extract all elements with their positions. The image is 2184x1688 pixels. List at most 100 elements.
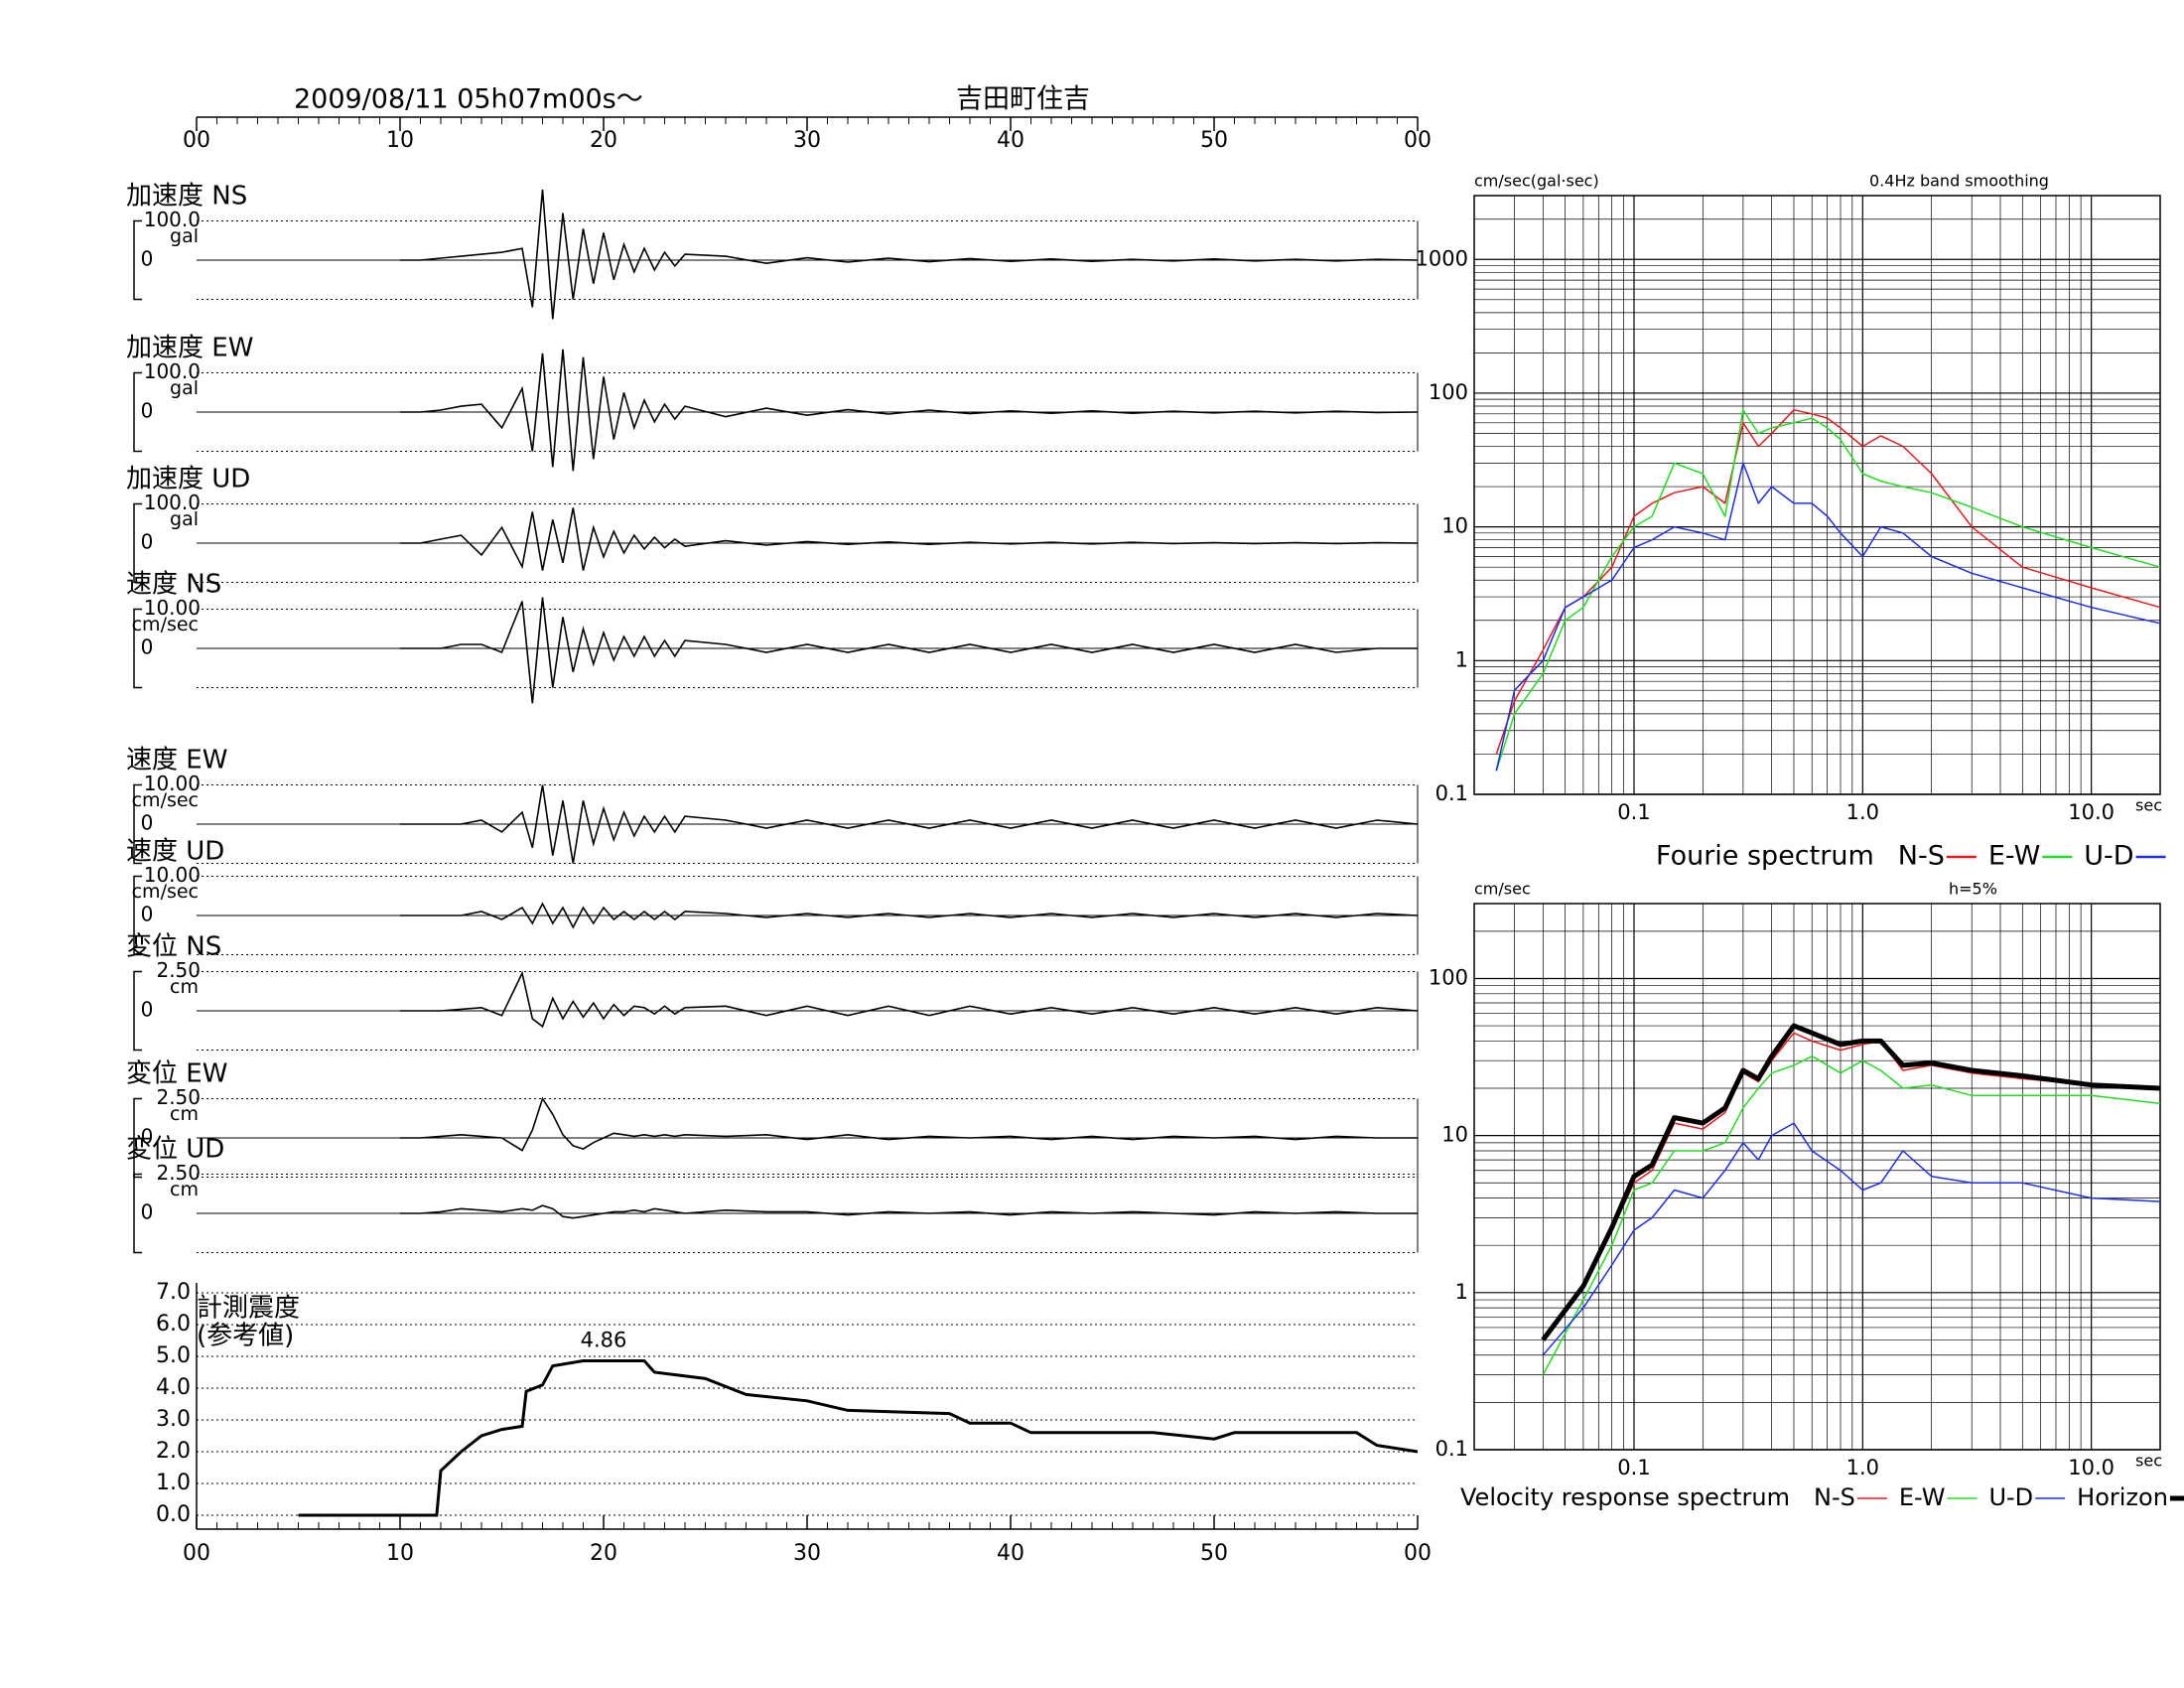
plot-frame [1473, 903, 2161, 1451]
x-tick-label: 10 [386, 1541, 414, 1566]
waveform [400, 1096, 1418, 1152]
y-tick-label: 10.00 [144, 596, 201, 620]
legend-label: U-D [1988, 1483, 2033, 1511]
chart-title: 計測震度 [197, 1294, 300, 1324]
y-tick-label: 0 [141, 247, 154, 271]
x-tick-label: 10 [386, 128, 414, 153]
y-tick-label: 100.0 [144, 208, 201, 231]
x-tick-label: 1.0 [1846, 1456, 1879, 1479]
spectrum-line [1541, 1023, 2161, 1341]
x-tick-label: 40 [997, 1541, 1024, 1566]
x-axis-label: sec [2135, 1452, 2162, 1471]
note: h=5% [1949, 880, 1997, 899]
waveform [400, 507, 1419, 571]
spectrum-line [1495, 409, 2161, 772]
bracket [133, 875, 142, 956]
y-tick-label: 0 [141, 1125, 154, 1149]
y-tick-label: 100.0 [144, 359, 201, 383]
y-axis-label: cm/sec [1474, 880, 1531, 899]
legend-label: Horizon [2077, 1483, 2168, 1511]
y-tick-label: 5.0 [156, 1343, 191, 1368]
x-tick-label: 10.0 [2068, 800, 2115, 824]
x-tick-label: 00 [1404, 128, 1432, 153]
x-tick-label: 0.1 [1617, 1456, 1650, 1479]
waveform [400, 970, 1419, 1029]
y-tick-label: 4.0 [156, 1375, 191, 1400]
y-tick-label: 10.00 [144, 863, 201, 887]
legend-title: Fourie spectrum [1656, 841, 1874, 872]
y-tick-label: 0 [141, 1200, 154, 1224]
y-tick-label: 2.50 [156, 958, 201, 982]
legend-label: E-W [1899, 1483, 1946, 1511]
y-tick-label: 7.0 [156, 1280, 191, 1305]
y-tick-label: 0 [141, 635, 154, 659]
trace-label: 加速度 EW [126, 334, 253, 363]
waveform [400, 349, 1419, 472]
y-tick-label: 3.0 [156, 1407, 191, 1432]
spectrum-line [1495, 409, 2161, 755]
unit-label: cm [170, 1103, 199, 1125]
y-tick-label: 100 [1429, 965, 1468, 989]
y-tick-label: 1 [1455, 647, 1468, 671]
trace-label: 加速度 UD [126, 465, 250, 494]
bracket [133, 1173, 142, 1254]
y-tick-label: 10.00 [144, 772, 201, 795]
unit-label: gal [170, 508, 199, 530]
y-tick-label: 0 [141, 903, 154, 926]
bracket [133, 783, 142, 865]
y-tick-label: 0 [141, 811, 154, 835]
x-tick-label: 40 [997, 128, 1024, 153]
legend-label: E-W [1988, 841, 2040, 872]
x-tick-label: 50 [1200, 1541, 1228, 1566]
y-tick-label: 2.50 [156, 1161, 201, 1185]
unit-label: gal [170, 377, 199, 399]
x-tick-label: 1.0 [1846, 800, 1879, 824]
unit-label: cm/sec [132, 881, 199, 903]
y-tick-label: 100 [1429, 380, 1468, 404]
x-tick-label: 0.1 [1617, 800, 1650, 824]
y-tick-label: 1000 [1416, 246, 1468, 270]
unit-label: cm [170, 976, 199, 998]
y-tick-label: 1.0 [156, 1471, 191, 1495]
waveform [400, 597, 1418, 704]
legend-label: N-S [1898, 841, 1945, 872]
legend-label: N-S [1814, 1483, 1855, 1511]
y-tick-label: 10 [1441, 514, 1468, 538]
y-tick-label: 1 [1455, 1280, 1468, 1304]
bracket [133, 970, 142, 1052]
x-tick-label: 20 [590, 128, 617, 153]
station-name: 吉田町住吉 [956, 84, 1090, 115]
y-tick-label: 2.0 [156, 1439, 191, 1464]
bracket [133, 219, 142, 301]
trace-label: 変位 NS [126, 932, 221, 962]
x-tick-label: 00 [1404, 1541, 1432, 1566]
x-tick-label: 20 [590, 1541, 617, 1566]
waveform [400, 784, 1419, 864]
trace-label: 変位 EW [126, 1059, 227, 1089]
spectrum-line [1542, 1055, 2161, 1375]
y-tick-label: 0.1 [1435, 781, 1468, 805]
legend-title: Velocity response spectrum [1460, 1483, 1790, 1511]
x-tick-label: 00 [183, 1541, 210, 1566]
note: 0.4Hz band smoothing [1869, 172, 2049, 191]
spectrum-line [1542, 1032, 2161, 1340]
trace-label: 変位 UD [126, 1135, 224, 1165]
trace-label: 速度 NS [126, 570, 221, 600]
y-tick-label: 100.0 [144, 491, 201, 514]
bracket [133, 1097, 142, 1179]
x-axis-label: sec [2135, 796, 2162, 815]
x-tick-label: 00 [183, 128, 210, 153]
unit-label: cm/sec [132, 614, 199, 635]
intensity-line [298, 1359, 1419, 1517]
y-tick-label: 0.1 [1435, 1437, 1468, 1461]
y-axis-label: cm/sec(gal·sec) [1474, 172, 1599, 191]
bracket [133, 371, 142, 453]
trace-label: 速度 EW [126, 746, 227, 775]
annotation: 4.86 [581, 1328, 627, 1351]
unit-label: cm [170, 1179, 199, 1200]
x-tick-label: 30 [793, 1541, 821, 1566]
plot-frame [1473, 195, 2161, 795]
x-tick-label: 50 [1200, 128, 1228, 153]
y-tick-label: 10 [1441, 1123, 1468, 1147]
